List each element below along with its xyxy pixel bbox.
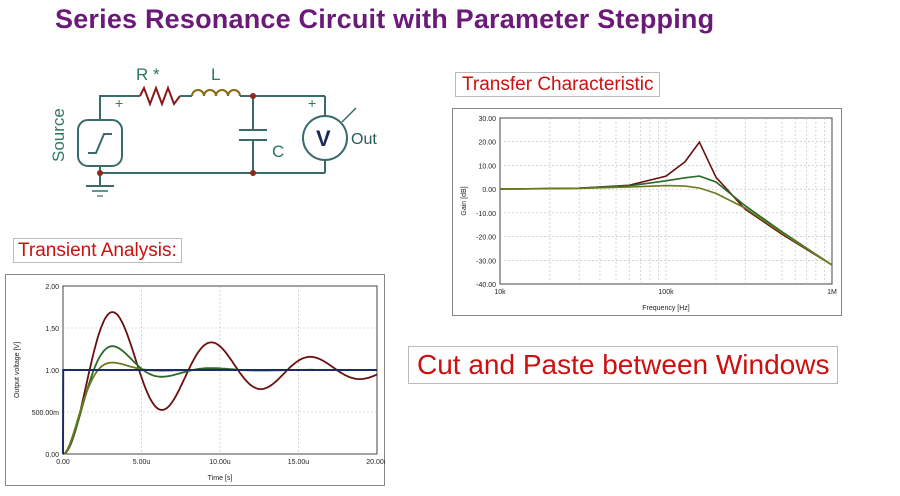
transfer-ytick-label: -10.00 (476, 211, 496, 218)
resistor-symbol (139, 85, 181, 107)
transient-xtick-label: 5.00u (133, 459, 151, 466)
transfer-ytick-label: -20.00 (476, 235, 496, 242)
transient-ytick-label: 2.00 (45, 284, 59, 291)
transient-analysis-chart: 0.00 5.00u 10.00u 15.00u 20.00u 0.00 500.00m 1.… (5, 274, 385, 486)
transfer-ytick-label: 30.00 (478, 116, 496, 123)
transient-ytick-label: 500.00m (32, 410, 59, 417)
circuit-schematic: + + R * L C V Out Source (49, 65, 377, 197)
cut-paste-label: Cut and Paste between Windows (408, 346, 839, 384)
resistor-label: R * (136, 65, 160, 84)
transient-xlabel: Time [s] (208, 475, 233, 482)
transfer-xlabel: Frequency [Hz] (642, 305, 690, 312)
source-plus: + (115, 95, 123, 111)
capacitor-label: C (272, 142, 284, 161)
transient-source-step-line (62, 369, 377, 455)
transfer-label: Transfer Characteristic (455, 72, 661, 97)
meter-plus: + (308, 95, 316, 111)
transient-xtick-label: 10.00u (209, 459, 231, 466)
inductor-label: L (211, 65, 220, 84)
transfer-series-line (499, 184, 833, 266)
transient-label: Transient Analysis: (13, 238, 182, 263)
transfer-ytick-label: -40.00 (476, 282, 496, 289)
transfer-ylabel: Gain [dB] (461, 186, 468, 215)
transfer-characteristic-chart: 30.00 20.00 10.00 0.00 -10.00 -20.00 -30.00 -40… (452, 108, 842, 316)
inductor-symbol (191, 89, 241, 97)
transient-ytick-label: 1.00 (45, 368, 59, 375)
transfer-xtick-label: 10k (494, 289, 506, 296)
meter-symbol-label: V (316, 126, 331, 151)
transfer-xtick-label: 100k (658, 289, 674, 296)
meter-label: Out (351, 131, 377, 148)
transfer-xtick-label: 1M (827, 289, 837, 296)
transient-ytick-label: 0.00 (45, 452, 59, 459)
transient-ytick-label: 1.50 (45, 326, 59, 333)
source-symbol (77, 119, 123, 167)
transient-xtick-label: 20.00u (366, 459, 385, 466)
transfer-ytick-label: -30.00 (476, 258, 496, 265)
transient-series-line (62, 311, 378, 455)
transient-xtick-label: 15.00u (288, 459, 310, 466)
transfer-plot-area (499, 117, 833, 285)
transfer-ytick-label: 10.00 (478, 163, 496, 170)
transient-xtick-label: 0.00 (56, 459, 70, 466)
page-title: Series Resonance Circuit with Parameter … (55, 4, 715, 34)
transfer-ytick-label: 20.00 (478, 140, 496, 147)
transient-ylabel: Output voltage [V] (14, 342, 21, 398)
source-label: Source (49, 108, 68, 162)
wire-source-top (99, 95, 140, 120)
transfer-ytick-label: 0.00 (482, 187, 496, 194)
